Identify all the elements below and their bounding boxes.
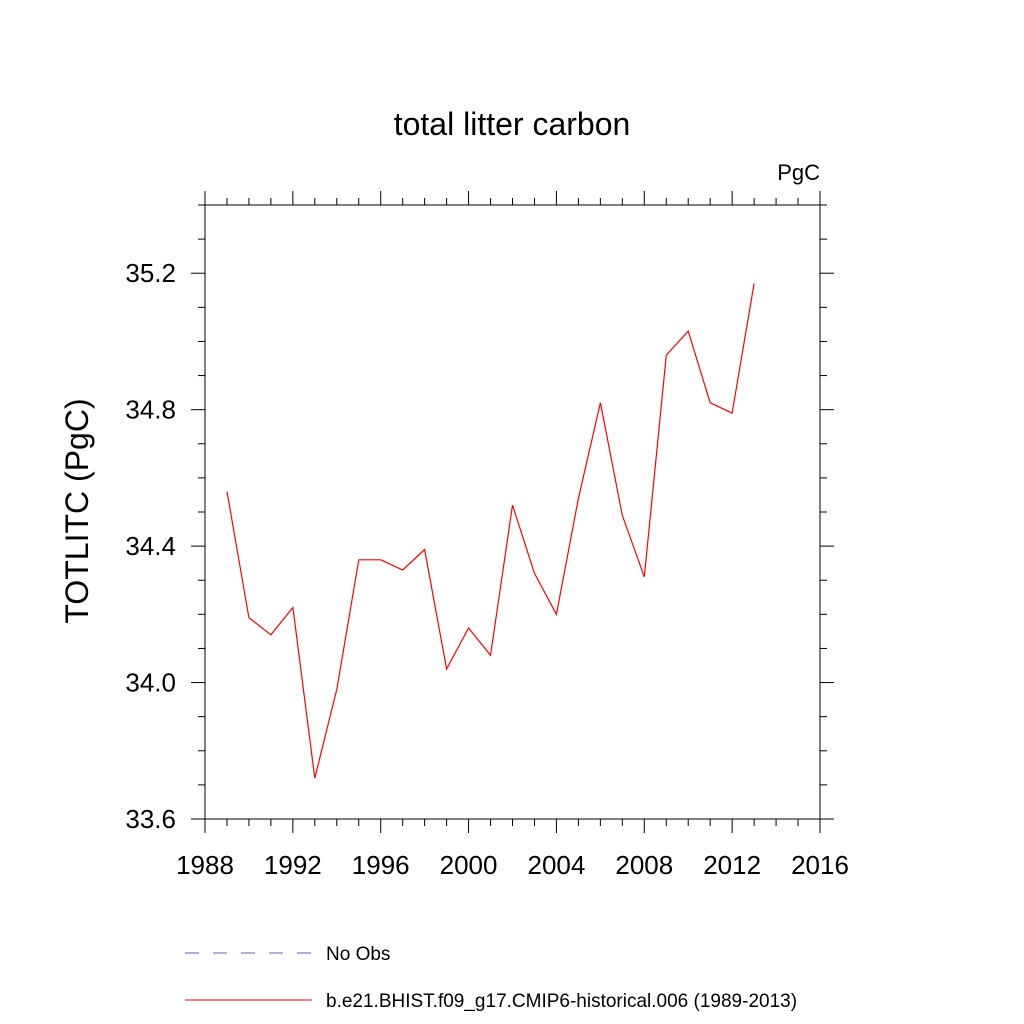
y-tick-label: 35.2 bbox=[125, 258, 176, 288]
y-tick-label: 33.6 bbox=[125, 804, 176, 834]
plot-frame bbox=[204, 204, 821, 820]
x-tick-label: 2004 bbox=[528, 850, 586, 880]
units-label: PgC bbox=[777, 160, 820, 185]
y-axis-label: TOTLITC (PgC) bbox=[59, 398, 95, 623]
series-line bbox=[226, 283, 755, 779]
x-tick-label: 1992 bbox=[264, 850, 322, 880]
legend-label: b.e21.BHIST.f09_g17.CMIP6-historical.006… bbox=[326, 991, 797, 1012]
x-tick-label: 1996 bbox=[352, 850, 410, 880]
x-tick-label: 2000 bbox=[440, 850, 498, 880]
series-group bbox=[226, 283, 755, 779]
x-tick-label: 2008 bbox=[615, 850, 673, 880]
legend-label: No Obs bbox=[326, 944, 390, 965]
y-tick-label: 34.4 bbox=[125, 531, 176, 561]
axis-ticks bbox=[191, 191, 834, 833]
x-tick-label: 1988 bbox=[176, 850, 234, 880]
axis-tick-labels: 1988 1992 1996 2000 2004 2008 2012 2016 33.6 34.0… bbox=[125, 258, 849, 880]
legend: No Obs b.e21.BHIST.f09_g17.CMIP6-historic… bbox=[185, 944, 797, 1012]
x-tick-label: 2016 bbox=[791, 850, 849, 880]
x-tick-label: 2012 bbox=[703, 850, 761, 880]
y-tick-label: 34.0 bbox=[125, 668, 176, 698]
chart-title: total litter carbon bbox=[394, 106, 631, 142]
y-tick-label: 34.8 bbox=[125, 395, 176, 425]
